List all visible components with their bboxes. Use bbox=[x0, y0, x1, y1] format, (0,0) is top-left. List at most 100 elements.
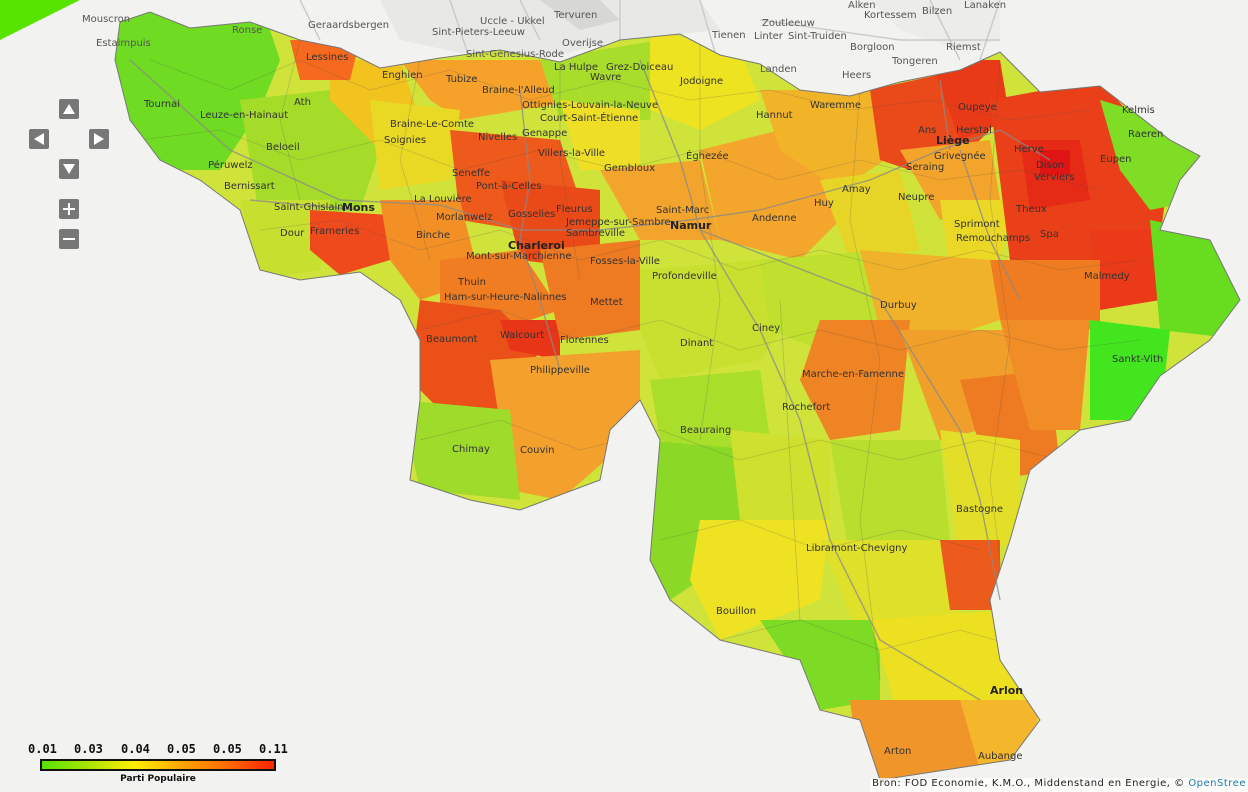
svg-text:Overijse: Overijse bbox=[562, 38, 603, 49]
legend-tick: 0.03 bbox=[74, 742, 103, 756]
svg-text:Seraing: Seraing bbox=[906, 162, 944, 173]
area-tournai bbox=[115, 12, 280, 170]
svg-text:Jodoigne: Jodoigne bbox=[679, 76, 723, 87]
svg-text:Bastogne: Bastogne bbox=[956, 504, 1003, 515]
svg-text:Ciney: Ciney bbox=[752, 323, 780, 334]
pan-up-button[interactable] bbox=[59, 99, 79, 119]
svg-text:Charleroi: Charleroi bbox=[508, 239, 565, 252]
svg-text:Spa: Spa bbox=[1040, 229, 1059, 240]
svg-text:Heers: Heers bbox=[842, 70, 871, 81]
svg-text:Beaumont: Beaumont bbox=[426, 334, 478, 345]
svg-text:Tournai: Tournai bbox=[143, 99, 180, 110]
svg-text:Ans: Ans bbox=[918, 125, 936, 136]
borders bbox=[139, 39, 1141, 681]
svg-text:Tongeren: Tongeren bbox=[891, 56, 938, 67]
svg-text:Wavre: Wavre bbox=[590, 72, 621, 83]
svg-text:Villers-la-Ville: Villers-la-Ville bbox=[538, 148, 605, 159]
pan-down-button[interactable] bbox=[59, 159, 79, 179]
place-labels: Mouscron Estaimpuis Ronse Geraardsbergen… bbox=[82, 0, 1163, 762]
svg-text:Enghien: Enghien bbox=[382, 70, 423, 81]
svg-text:Braine-l'Alleud: Braine-l'Alleud bbox=[482, 85, 555, 96]
zoom-in-button[interactable] bbox=[59, 199, 79, 219]
svg-text:Borgloon: Borgloon bbox=[850, 42, 895, 53]
svg-text:Dinant: Dinant bbox=[680, 338, 713, 349]
attribution-text: Bron: FOD Economie, K.M.O., Middenstand … bbox=[872, 778, 1189, 789]
svg-text:Marche-en-Famenne: Marche-en-Famenne bbox=[802, 369, 904, 380]
svg-text:Lessines: Lessines bbox=[306, 52, 348, 63]
svg-text:Morlanwelz: Morlanwelz bbox=[436, 212, 492, 223]
svg-text:Fosses-la-Ville: Fosses-la-Ville bbox=[590, 256, 660, 267]
attribution: Bron: FOD Economie, K.M.O., Middenstand … bbox=[870, 778, 1248, 792]
svg-text:Frameries: Frameries bbox=[310, 226, 359, 237]
zoom-out-button[interactable] bbox=[59, 229, 79, 249]
pan-left-button[interactable] bbox=[29, 129, 49, 149]
svg-text:Neupre: Neupre bbox=[898, 192, 934, 203]
pan-right-button[interactable] bbox=[89, 129, 109, 149]
svg-text:Genappe: Genappe bbox=[522, 128, 567, 139]
svg-text:Huy: Huy bbox=[814, 198, 834, 209]
svg-text:Ottignies-Louvain-la-Neuve: Ottignies-Louvain-la-Neuve bbox=[522, 100, 658, 111]
svg-text:Soignies: Soignies bbox=[384, 135, 426, 146]
legend-tick: 0.04 bbox=[121, 742, 150, 756]
svg-text:Florennes: Florennes bbox=[560, 335, 609, 346]
arrow-up-icon bbox=[63, 104, 75, 114]
svg-text:Beloeil: Beloeil bbox=[266, 142, 300, 153]
svg-text:Zoutleeuw: Zoutleeuw bbox=[762, 18, 815, 29]
svg-text:Herve: Herve bbox=[1014, 144, 1044, 155]
svg-text:Andenne: Andenne bbox=[752, 213, 797, 224]
svg-text:Braine-Le-Comte: Braine-Le-Comte bbox=[390, 119, 474, 130]
svg-text:Raeren: Raeren bbox=[1128, 129, 1163, 140]
svg-text:Ronse: Ronse bbox=[232, 25, 262, 36]
svg-text:Profondeville: Profondeville bbox=[652, 271, 717, 282]
svg-text:Grivegnée: Grivegnée bbox=[934, 150, 986, 162]
svg-text:Aubange: Aubange bbox=[978, 751, 1023, 762]
svg-text:Mons: Mons bbox=[342, 201, 375, 214]
arrow-left-icon bbox=[34, 133, 44, 145]
svg-text:Libramont-Chevigny: Libramont-Chevigny bbox=[806, 543, 908, 554]
svg-text:Arlon: Arlon bbox=[990, 684, 1023, 697]
basemap bbox=[0, 0, 1001, 71]
svg-text:Sint-Genesius-Rode: Sint-Genesius-Rode bbox=[466, 49, 564, 60]
svg-text:Riemst: Riemst bbox=[946, 42, 981, 53]
svg-text:Lanaken: Lanaken bbox=[964, 0, 1006, 11]
svg-text:Bouillon: Bouillon bbox=[716, 606, 756, 617]
svg-text:Tervuren: Tervuren bbox=[553, 10, 597, 21]
svg-text:Fleurus: Fleurus bbox=[556, 204, 593, 215]
region-outline bbox=[114, 11, 1241, 781]
svg-text:Namur: Namur bbox=[670, 219, 712, 232]
svg-text:Sankt-Vith: Sankt-Vith bbox=[1112, 354, 1163, 365]
svg-text:Gosselies: Gosselies bbox=[508, 209, 555, 220]
svg-text:Couvin: Couvin bbox=[520, 445, 554, 456]
svg-text:Philippeville: Philippeville bbox=[530, 365, 590, 376]
svg-text:Landen: Landen bbox=[760, 64, 797, 75]
svg-text:Sint-Pieters-Leeuw: Sint-Pieters-Leeuw bbox=[432, 27, 525, 38]
svg-text:Saint-Marc: Saint-Marc bbox=[656, 205, 709, 216]
minus-icon bbox=[63, 238, 75, 240]
svg-text:Gembloux: Gembloux bbox=[604, 163, 655, 174]
svg-text:Kelmis: Kelmis bbox=[1122, 105, 1155, 116]
svg-text:Kortessem: Kortessem bbox=[864, 10, 917, 21]
svg-text:Durbuy: Durbuy bbox=[880, 300, 917, 311]
svg-text:Malmedy: Malmedy bbox=[1084, 271, 1130, 282]
openstreetmap-link[interactable]: OpenStree bbox=[1188, 778, 1246, 789]
legend: 0.01 0.03 0.04 0.05 0.05 0.11 Parti Popu… bbox=[28, 742, 288, 788]
svg-text:Verviers: Verviers bbox=[1034, 172, 1075, 183]
svg-text:Rochefort: Rochefort bbox=[782, 402, 830, 413]
legend-title: Parti Populaire bbox=[120, 774, 196, 784]
svg-text:Amay: Amay bbox=[842, 184, 871, 195]
svg-text:Pont-à-Celles: Pont-à-Celles bbox=[476, 180, 541, 192]
legend-color-bar bbox=[40, 759, 276, 771]
svg-text:Péruwelz: Péruwelz bbox=[208, 159, 253, 171]
legend-ticks: 0.01 0.03 0.04 0.05 0.05 0.11 bbox=[28, 742, 298, 758]
svg-text:La Louvière: La Louvière bbox=[414, 193, 472, 205]
svg-text:Court-Saint-Étienne: Court-Saint-Étienne bbox=[540, 111, 638, 124]
svg-text:Estaimpuis: Estaimpuis bbox=[96, 38, 151, 49]
svg-text:Arton: Arton bbox=[884, 746, 911, 757]
svg-text:Hannut: Hannut bbox=[756, 110, 793, 121]
svg-text:Herstal: Herstal bbox=[956, 125, 992, 136]
svg-text:Bernissart: Bernissart bbox=[224, 181, 275, 192]
svg-text:Sambreville: Sambreville bbox=[566, 228, 625, 239]
legend-tick: 0.11 bbox=[259, 742, 288, 756]
svg-text:Ath: Ath bbox=[294, 97, 311, 108]
